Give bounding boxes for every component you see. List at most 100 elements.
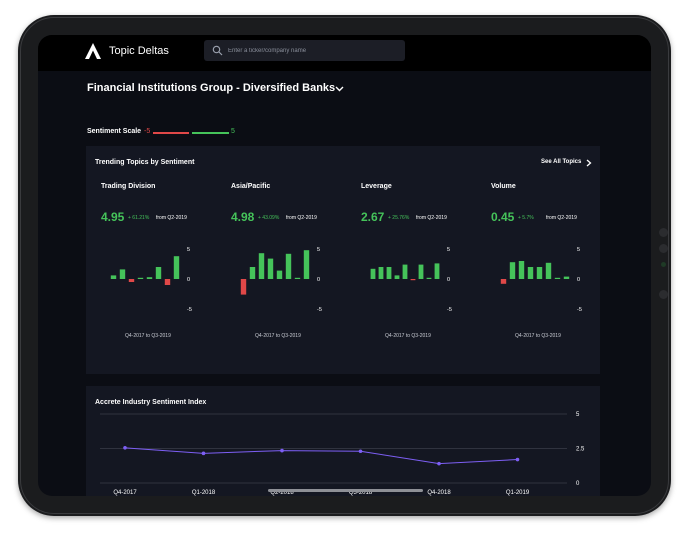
app-screen: Topic Deltas Financial Institutions Grou…: [38, 35, 651, 496]
topic-delta: + 61.21%: [128, 215, 150, 221]
topic-bar-chart: 5 0 -5: [370, 247, 452, 313]
sentiment-bar: [164, 279, 171, 285]
sentiment-index-line: [124, 447, 518, 465]
topic-score: 4.98: [231, 210, 255, 224]
x-tick-label: Q2-2018: [270, 490, 294, 496]
sentiment-bar: [545, 262, 552, 279]
sentiment-bar: [426, 277, 432, 279]
app-title: Topic Deltas: [109, 45, 169, 57]
x-tick-label: Q1-2019: [506, 490, 530, 496]
page-title[interactable]: Financial Institutions Group - Diversifi…: [87, 82, 336, 94]
y-tick-label: 5: [576, 412, 580, 418]
sentiment-bar: [146, 277, 153, 279]
y-tick-label: 5: [447, 247, 450, 253]
y-tick-label: 0: [317, 277, 320, 283]
sentiment-bar: [249, 267, 256, 279]
topic-name: Asia/Pacific: [231, 183, 271, 190]
topic-card[interactable]: Leverage 2.67 + 25.76% from Q2-2019 5 0 -5…: [361, 146, 481, 374]
trending-topics-panel: Trending Topics by Sentiment See All Top…: [86, 146, 600, 374]
sentiment-scale-label: Sentiment Scale: [87, 128, 142, 135]
topic-date-range: Q4-2017 to Q3-2019: [385, 333, 431, 339]
topic-name: Leverage: [361, 183, 392, 190]
topic-bar-chart: 5 0 -5: [500, 247, 582, 313]
sentiment-scale-min: -5: [144, 128, 151, 135]
x-tick-label: Q3-2018: [349, 490, 373, 496]
sentiment-bar: [378, 267, 384, 279]
data-point: [358, 449, 363, 454]
topic-card[interactable]: Volume 0.45 + 5.7% from Q2-2019 5 0 -5 Q4-…: [491, 146, 611, 374]
topic-from-label: from Q2-2019: [156, 215, 187, 221]
sentiment-scale-max: 5: [231, 128, 235, 135]
topic-from-label: from Q2-2019: [416, 215, 447, 221]
chevron-right-icon[interactable]: [586, 159, 592, 167]
sentiment-bar: [527, 267, 534, 279]
data-point: [280, 448, 284, 453]
sentiment-bar: [394, 275, 400, 279]
topic-card[interactable]: Trading Division 4.95 + 61.21% from Q2-2…: [101, 146, 221, 374]
device-rim: [20, 17, 669, 514]
sentiment-bar: [518, 261, 525, 279]
topic-bar-chart: 5 0 -5: [240, 247, 322, 313]
x-tick-label: Q4-2017: [113, 490, 137, 496]
sentiment-bar: [370, 268, 376, 279]
tablet-device: Topic Deltas Financial Institutions Grou…: [18, 15, 671, 516]
x-tick-label: Q4-2018: [427, 490, 451, 496]
panel-title: Accrete Industry Sentiment Index: [95, 399, 207, 406]
sensor-dot: [659, 290, 668, 299]
topic-card[interactable]: Asia/Pacific 4.98 + 43.09% from Q2-2019 …: [231, 146, 351, 374]
top-bar: Topic Deltas: [38, 35, 651, 71]
sentiment-bar: [536, 267, 543, 279]
sentiment-bar: [128, 279, 135, 282]
sentiment-bar: [240, 279, 247, 295]
logo-icon: [85, 43, 101, 59]
sentiment-bar: [267, 258, 274, 279]
see-all-topics-link[interactable]: See All Topics: [541, 159, 582, 165]
sentiment-bar: [410, 279, 416, 281]
sentiment-bar: [434, 263, 440, 279]
topic-from-label: from Q2-2019: [546, 215, 577, 221]
sentiment-bar: [155, 267, 162, 279]
sentiment-index-panel: Accrete Industry Sentiment Index 5 2.5 0 Q4…: [86, 386, 600, 496]
topic-date-range: Q4-2017 to Q3-2019: [125, 333, 171, 339]
topic-delta: + 25.76%: [388, 215, 410, 221]
y-tick-label: -5: [447, 307, 452, 313]
indicator-light: [661, 262, 666, 267]
x-tick-label: Q1-2018: [192, 490, 216, 496]
topic-delta: + 43.09%: [258, 215, 280, 221]
chevron-down-icon[interactable]: [335, 86, 344, 92]
search-icon: [212, 45, 223, 56]
home-indicator[interactable]: [268, 489, 423, 492]
sentiment-bar: [500, 279, 507, 284]
search-box[interactable]: [204, 40, 405, 61]
sentiment-bar: [402, 264, 408, 279]
data-point: [515, 457, 520, 462]
sentiment-bar: [137, 277, 144, 279]
y-tick-label: 5: [317, 247, 320, 253]
topic-name: Volume: [491, 183, 516, 190]
sentiment-scale-positive-bar: [192, 132, 229, 134]
data-point: [123, 446, 127, 450]
y-tick-label: -5: [317, 307, 322, 313]
y-tick-label: 2.5: [576, 447, 585, 453]
sentiment-bar: [173, 256, 180, 279]
sentiment-bar: [509, 262, 516, 279]
topic-date-range: Q4-2017 to Q3-2019: [515, 333, 561, 339]
sentiment-scale-negative-bar: [153, 132, 189, 134]
topic-score: 4.95: [101, 210, 125, 224]
data-point: [201, 451, 206, 456]
topic-delta: + 5.7%: [518, 215, 534, 221]
sentiment-bar: [554, 277, 561, 279]
camera-icon: [659, 228, 668, 237]
y-tick-label: 0: [187, 277, 190, 283]
topic-name: Trading Division: [101, 183, 156, 190]
sentiment-bar: [303, 250, 310, 279]
sentiment-bar: [563, 276, 570, 279]
sentiment-bar: [386, 267, 392, 279]
data-point: [437, 461, 441, 466]
y-tick-label: 0: [447, 277, 450, 283]
sentiment-bar: [418, 264, 424, 279]
y-tick-label: -5: [577, 307, 582, 313]
search-input[interactable]: [228, 43, 398, 58]
topic-bar-chart: 5 0 -5: [110, 247, 192, 313]
topic-date-range: Q4-2017 to Q3-2019: [255, 333, 301, 339]
